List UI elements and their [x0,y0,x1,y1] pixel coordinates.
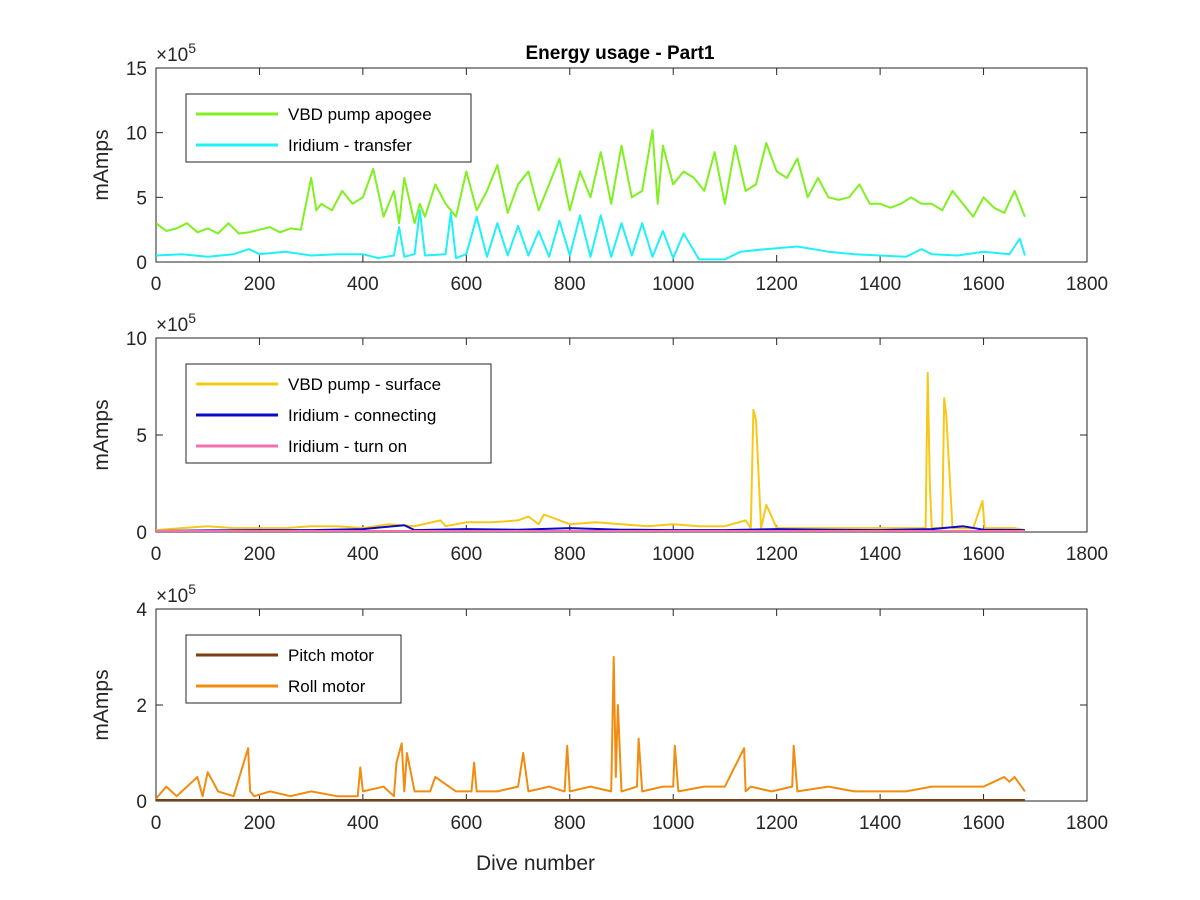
x-tick-label: 1800 [1066,544,1108,565]
y-axis-label: mAmps [90,399,113,470]
x-tick-label: 1400 [859,274,901,295]
x-tick-label: 1800 [1066,274,1108,295]
y-exponent-label: ×105 [156,581,196,607]
legend-box [185,93,472,163]
legend-entry: VBD pump - surface [288,375,441,394]
subplot-3: 0 200 400 600 800 1000 1200 1400 1600 1800 0 2 4 ×105… [90,581,1108,875]
y-axis-label: mAmps [90,129,113,200]
series-group [156,371,1026,532]
x-tick-label: 200 [244,274,276,295]
x-axis-label: Dive number [476,852,595,875]
x-tick-label: 1200 [756,813,798,834]
y-tick-label: 15 [126,59,147,80]
legend-entry: Roll motor [288,677,366,696]
y-exponent-power: 5 [188,40,196,56]
x-tick-label: 1200 [756,544,798,565]
x-tick-label: 400 [347,544,379,565]
y-exponent-base: ×10 [156,315,188,336]
x-tick-label: 0 [151,274,162,295]
legend-entry: Iridium - transfer [288,136,412,155]
legend-entry: VBD pump apogee [288,105,432,124]
subplots: 0 200 400 600 800 1000 1200 1400 1600 1800051015×… [90,40,1108,875]
x-tick-label: 600 [450,544,482,565]
series-line-2 [156,524,1025,532]
series-line-1 [156,371,1026,532]
x-tick-label: 600 [450,813,482,834]
y-exponent-label: ×105 [156,40,196,66]
subplot-2: 0 200 400 600 800 1000 1200 1400 1600 1800 0 5 10 ×10… [90,310,1108,565]
x-tick-label: 1400 [859,813,901,834]
x-tick-label: 1600 [962,274,1004,295]
y-exponent-base: ×10 [156,45,188,66]
series-line-2 [156,656,1026,800]
x-tick-label: 800 [554,544,586,565]
y-tick-label: 5 [136,426,147,447]
x-tick-label: 1000 [652,813,694,834]
y-tick-label: 5 [136,188,147,209]
y-exponent-power: 5 [188,581,196,597]
y-exponent-label: ×105 [156,310,196,336]
x-tick-label: 800 [554,813,586,834]
x-tick-label: 200 [244,813,276,834]
y-tick-label: 4 [136,600,147,621]
x-tick-label: 400 [347,813,379,834]
legend-entry: Iridium - connecting [288,406,436,425]
x-tick-label: 0 [151,813,162,834]
x-tick-label: 600 [450,274,482,295]
x-tick-label: 800 [554,274,586,295]
x-tick-label: 1600 [962,544,1004,565]
x-tick-label: 400 [347,274,379,295]
legend-box [185,634,402,704]
y-exponent-power: 5 [188,310,196,326]
series-line-1 [156,129,1026,235]
series-group [156,656,1026,801]
y-tick-label: 2 [136,696,147,717]
series-line-2 [156,209,1026,261]
legend-entry: Pitch motor [288,646,374,665]
x-tick-label: 1800 [1066,813,1108,834]
y-tick-label: 10 [126,124,147,145]
y-tick-label: 0 [136,523,147,544]
y-axis-label: mAmps [90,669,113,740]
x-tick-label: 1200 [756,274,798,295]
subplot-1: 0 200 400 600 800 1000 1200 1400 1600 1800 0 5 10 15 ×… [90,40,1108,295]
series-group [156,129,1026,261]
x-tick-label: 1400 [859,544,901,565]
figure-title: Energy usage - Part1 [525,43,714,64]
y-tick-label: 0 [136,253,147,274]
y-tick-label: 0 [136,792,147,813]
legend-entry: Iridium - turn on [288,437,407,456]
x-tick-label: 1000 [652,274,694,295]
x-tick-label: 1000 [652,544,694,565]
y-tick-label: 10 [126,329,147,350]
x-tick-label: 0 [151,544,162,565]
x-tick-label: 1600 [962,813,1004,834]
y-exponent-base: ×10 [156,586,188,607]
x-tick-label: 200 [244,544,276,565]
